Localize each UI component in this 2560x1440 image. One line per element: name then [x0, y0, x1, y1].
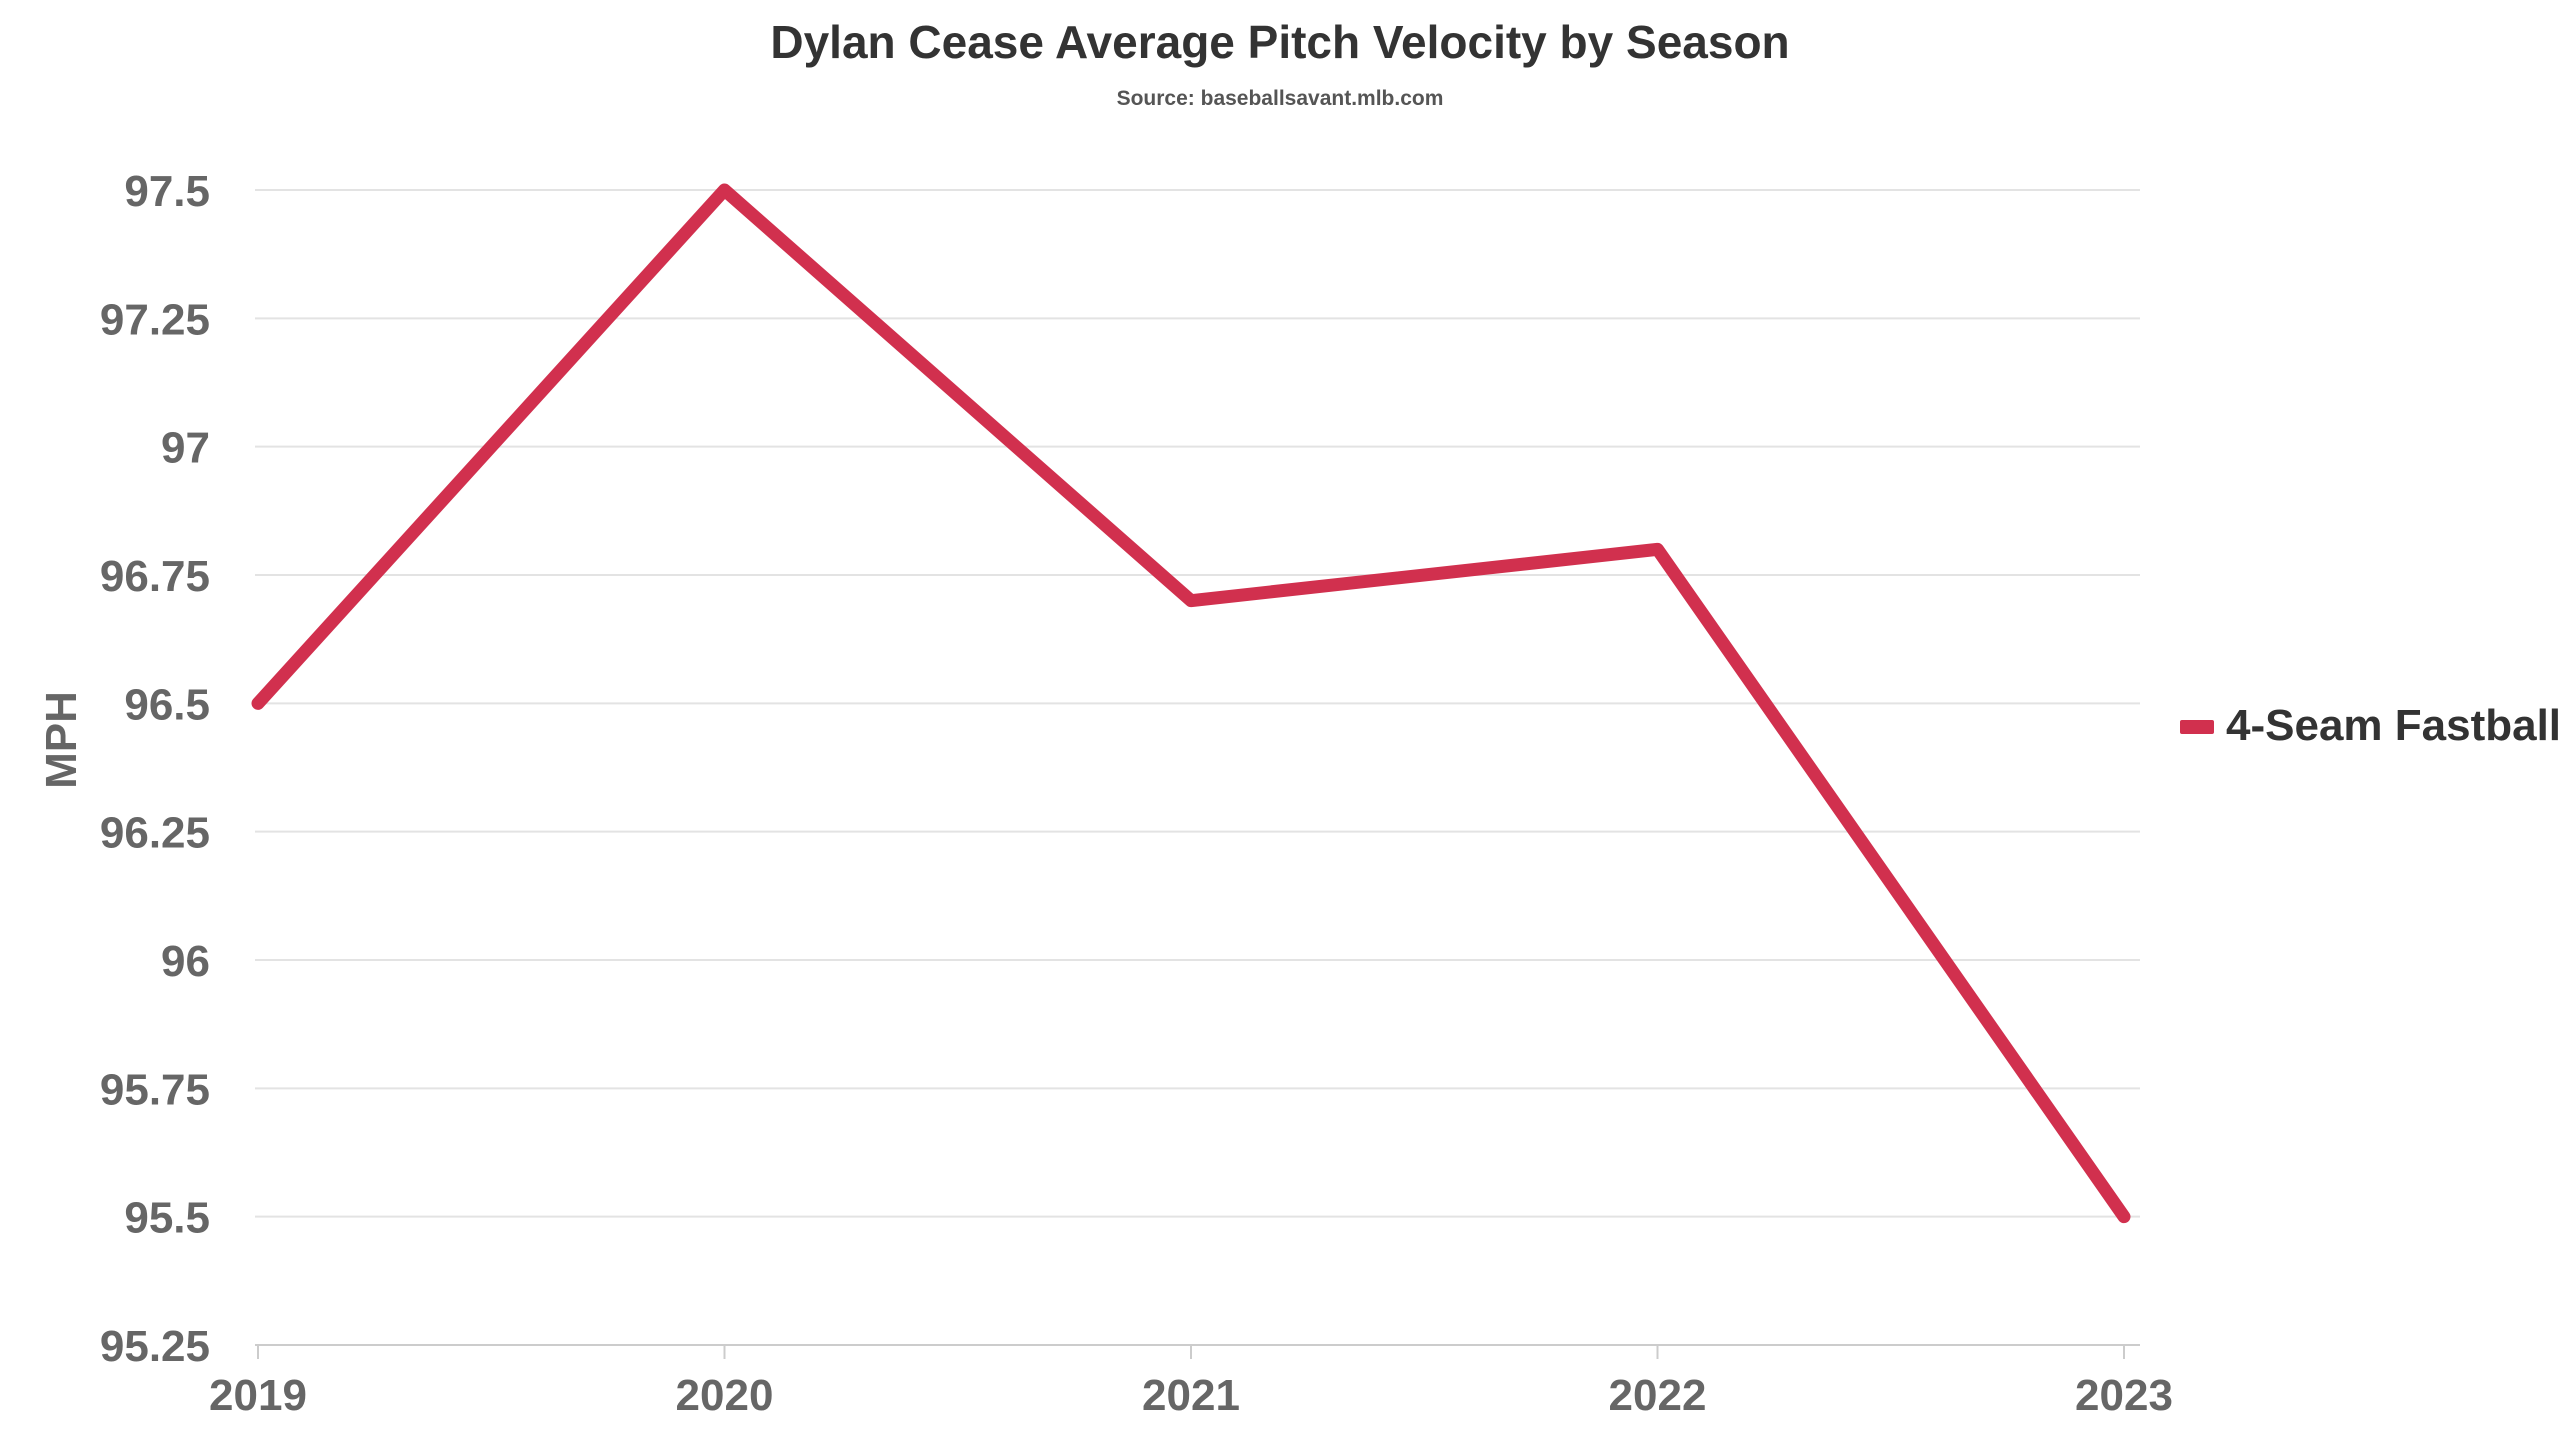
series-line-4-seam-fastball	[251, 183, 2131, 1224]
legend-label[interactable]: 4-Seam Fastball	[2226, 701, 2560, 750]
y-tick-label: 96	[161, 937, 210, 986]
y-tick-label: 96.75	[100, 552, 210, 601]
x-tick-label: 2019	[209, 1371, 307, 1420]
y-tick-label: 97.25	[100, 295, 210, 344]
y-tick-label: 96.25	[100, 809, 210, 858]
x-tick-label: 2020	[676, 1371, 774, 1420]
gridlines	[255, 189, 2140, 1218]
y-axis-ticks: 95.25 95.5 95.75 96 96.25 96.5 96.75 97 97.25 97.…	[100, 167, 210, 1371]
x-tick-label: 2022	[1609, 1371, 1707, 1420]
y-tick-label: 95.5	[124, 1194, 210, 1243]
series-lines	[251, 183, 2131, 1224]
y-axis-title: MPH	[37, 691, 86, 789]
x-tick-label: 2021	[1142, 1371, 1240, 1420]
x-axis-ticks: 2019 2020 2021 2022 2023	[209, 1345, 2173, 1420]
y-tick-label: 95.25	[100, 1322, 210, 1371]
chart-title: Dylan Cease Average Pitch Velocity by Se…	[770, 16, 1789, 68]
y-tick-label: 97	[161, 424, 210, 473]
legend-swatch	[2180, 720, 2214, 734]
x-tick-label: 2023	[2075, 1371, 2173, 1420]
y-tick-label: 95.75	[100, 1065, 210, 1114]
legend[interactable]: 4-Seam Fastball	[2180, 701, 2560, 750]
chart-subtitle: Source: baseballsavant.mlb.com	[1117, 87, 1444, 110]
y-tick-label: 96.5	[124, 680, 210, 729]
y-tick-label: 97.5	[124, 167, 210, 216]
